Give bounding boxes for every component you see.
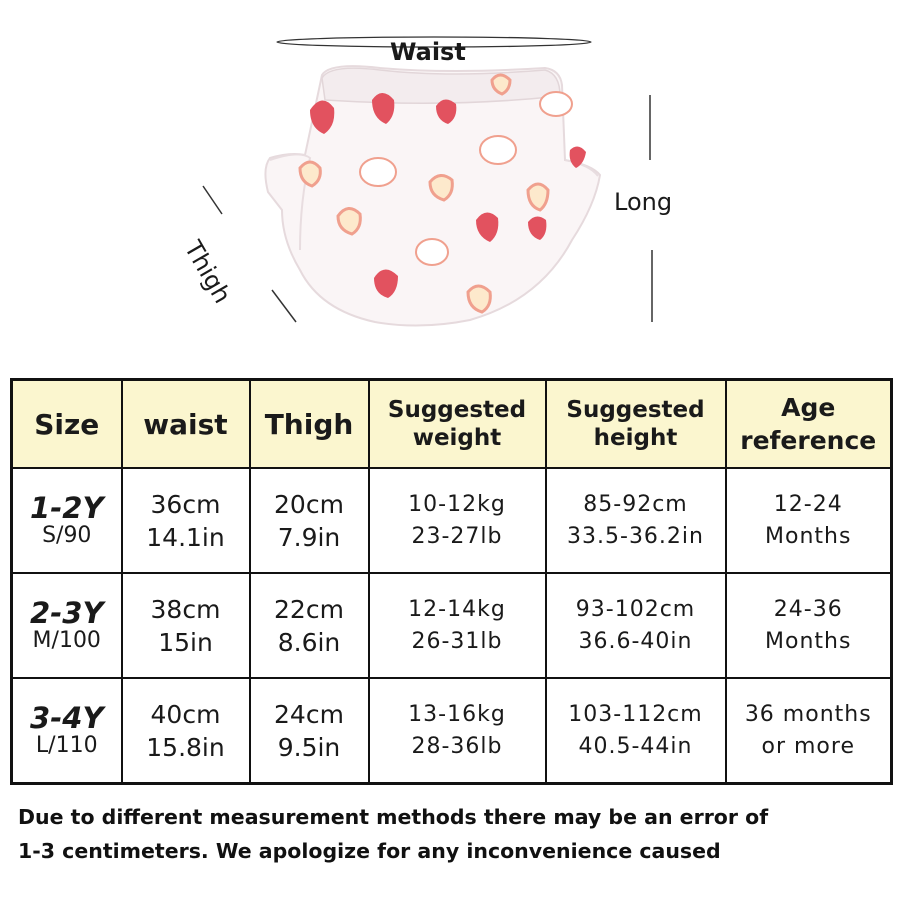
size-chart-table: Size waist Thigh Suggested weight Sugges… — [10, 378, 893, 785]
pants-body — [264, 65, 602, 327]
product-diagram: Waist Long Thigh — [0, 0, 900, 360]
training-pants-illustration — [202, 36, 653, 327]
disclaimer-line-2: 1-3 centimeters. We apologize for any in… — [18, 839, 721, 863]
measurement-disclaimer: Due to different measurement methods the… — [18, 800, 898, 868]
size-cell: 1-2Y S/90 — [10, 467, 123, 574]
long-label: Long — [614, 188, 673, 216]
bunny-pattern — [359, 91, 573, 266]
height-cell: 93-102cm 36.6-40in — [544, 572, 727, 679]
thigh-measure-line-bottom — [271, 289, 297, 323]
weight-cell: 10-12kg 23-27lb — [367, 467, 547, 574]
table-header-row: Size waist Thigh Suggested weight Sugges… — [10, 378, 893, 469]
header-suggested-weight: Suggested weight — [367, 378, 547, 469]
weight-cell: 12-14kg 26-31lb — [367, 572, 547, 679]
size-cell: 3-4Y L/110 — [10, 677, 123, 785]
header-thigh: Thigh — [248, 378, 370, 469]
age-cell: 24-36 Months — [724, 572, 893, 679]
thigh-cell: 20cm 7.9in — [248, 467, 370, 574]
table-row: 3-4Y L/110 40cm 15.8in 24cm 9.5in 13-16kg 28… — [10, 677, 893, 785]
height-cell: 85-92cm 33.5-36.2in — [544, 467, 727, 574]
waist-cell: 38cm 15in — [120, 572, 251, 679]
waistband — [321, 67, 561, 104]
table-row: 2-3Y M/100 38cm 15in 22cm 8.6in 12-14kg 26-3… — [10, 572, 893, 679]
thigh-cell: 24cm 9.5in — [248, 677, 370, 785]
header-age-reference: Age reference — [724, 378, 893, 469]
strawberry-pattern — [310, 93, 586, 298]
header-suggested-height: Suggested height — [544, 378, 727, 469]
size-cell: 2-3Y M/100 — [10, 572, 123, 679]
header-waist: waist — [120, 378, 251, 469]
height-cell: 103-112cm 40.5-44in — [544, 677, 727, 785]
waist-label: Waist — [390, 38, 466, 66]
thigh-cell: 22cm 8.6in — [248, 572, 370, 679]
age-cell: 36 months or more — [724, 677, 893, 785]
waist-measure-line — [276, 36, 592, 48]
thigh-measure-line-top — [202, 185, 223, 215]
table-row: 1-2Y S/90 36cm 14.1in 20cm 7.9in 10-12kg 23-… — [10, 467, 893, 574]
waist-cell: 40cm 15.8in — [120, 677, 251, 785]
fruit-outline-pattern — [298, 73, 550, 314]
waist-cell: 36cm 14.1in — [120, 467, 251, 574]
header-size: Size — [10, 378, 123, 469]
weight-cell: 13-16kg 28-36lb — [367, 677, 547, 785]
disclaimer-line-1: Due to different measurement methods the… — [18, 805, 769, 829]
age-cell: 12-24 Months — [724, 467, 893, 574]
